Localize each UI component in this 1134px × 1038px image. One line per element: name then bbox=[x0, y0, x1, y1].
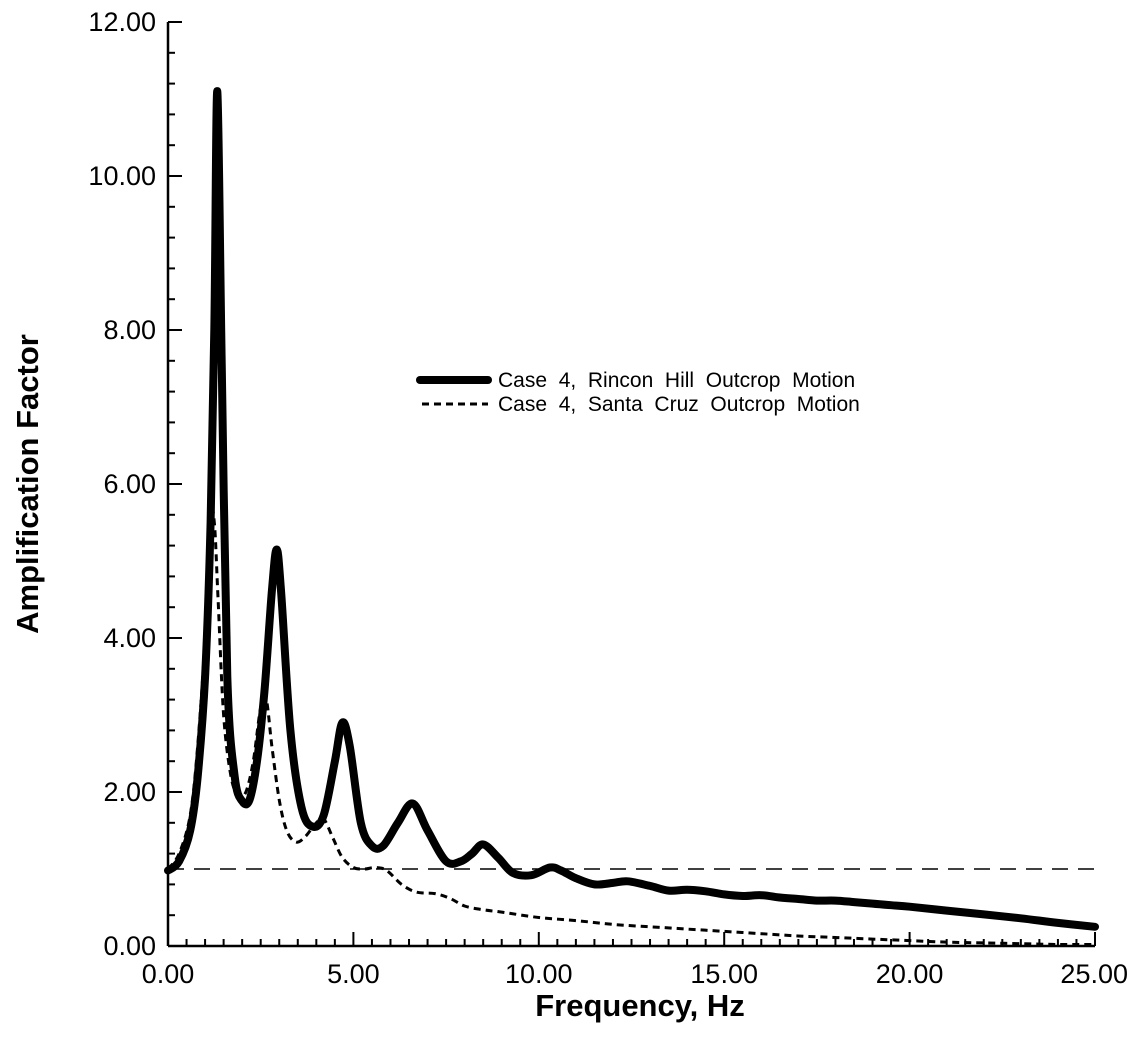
x-tick-label: 5.00 bbox=[327, 959, 380, 989]
y-tick-label: 2.00 bbox=[103, 777, 156, 807]
x-axis-title: Frequency, Hz bbox=[535, 988, 745, 1023]
x-tick-label: 15.00 bbox=[690, 959, 758, 989]
x-ticks: 0.00 5.00 10.00 15.00 20.00 25.00 bbox=[142, 932, 1128, 989]
legend-label-rincon-hill: Case 4, Rincon Hill Outcrop Motion bbox=[498, 369, 855, 392]
y-tick-label: 4.00 bbox=[103, 623, 156, 653]
y-tick-label: 0.00 bbox=[103, 931, 156, 961]
axes: 0.00 2.00 4.00 6.00 8.00 10.00 12.00 0.00 5.00 1… bbox=[88, 7, 1128, 989]
legend-label-santa-cruz: Case 4, Santa Cruz Outcrop Motion bbox=[498, 393, 860, 416]
x-tick-label: 0.00 bbox=[142, 959, 195, 989]
x-tick-label: 20.00 bbox=[876, 959, 944, 989]
y-tick-label: 12.00 bbox=[88, 7, 156, 37]
y-tick-label: 8.00 bbox=[103, 315, 156, 345]
y-axis-title: Amplification Factor bbox=[10, 334, 45, 634]
legend: Case 4, Rincon Hill Outcrop Motion Case … bbox=[416, 369, 860, 416]
x-tick-label: 25.00 bbox=[1060, 959, 1128, 989]
y-tick-label: 6.00 bbox=[103, 469, 156, 499]
series-rincon-hill-line bbox=[164, 87, 1099, 931]
series-santa-cruz-line bbox=[166, 503, 1096, 947]
x-tick-label: 10.00 bbox=[505, 959, 573, 989]
y-ticks: 0.00 2.00 4.00 6.00 8.00 10.00 12.00 bbox=[88, 7, 182, 961]
y-tick-label: 10.00 bbox=[88, 161, 156, 191]
